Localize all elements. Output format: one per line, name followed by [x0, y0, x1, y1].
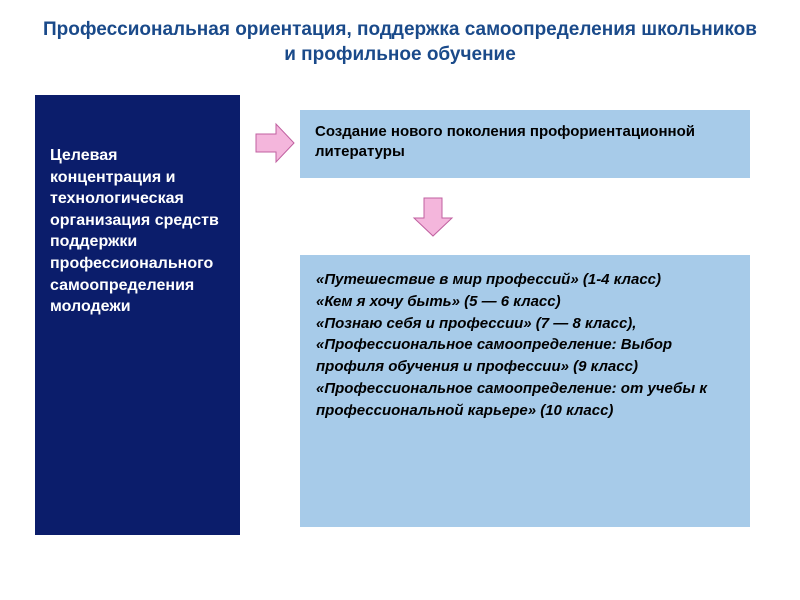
book-item-3: «Познаю себя и профессии» (7 — 8 класс),	[316, 313, 734, 335]
box-books-list: «Путешествие в мир профессий» (1-4 класс…	[300, 255, 750, 527]
book-item-1: «Путешествие в мир профессий» (1-4 класс…	[316, 269, 734, 291]
arrow-down-icon	[412, 196, 454, 238]
arrow-right-icon	[254, 122, 296, 164]
book-item-5: «Профессиональное самоопределение: от уч…	[316, 378, 734, 422]
left-panel: Целевая концентрация и технологическая о…	[35, 95, 240, 535]
book-item-2: «Кем я хочу быть» (5 — 6 класс)	[316, 291, 734, 313]
book-item-4: «Профессиональное самоопределение: Выбор…	[316, 334, 734, 378]
left-panel-text: Целевая концентрация и технологическая о…	[50, 145, 225, 318]
box-literature: Создание нового поколения профориентацио…	[300, 110, 750, 178]
box-literature-text: Создание нового поколения профориентацио…	[315, 122, 735, 163]
slide-title: Профессиональная ориентация, поддержка с…	[0, 0, 800, 77]
